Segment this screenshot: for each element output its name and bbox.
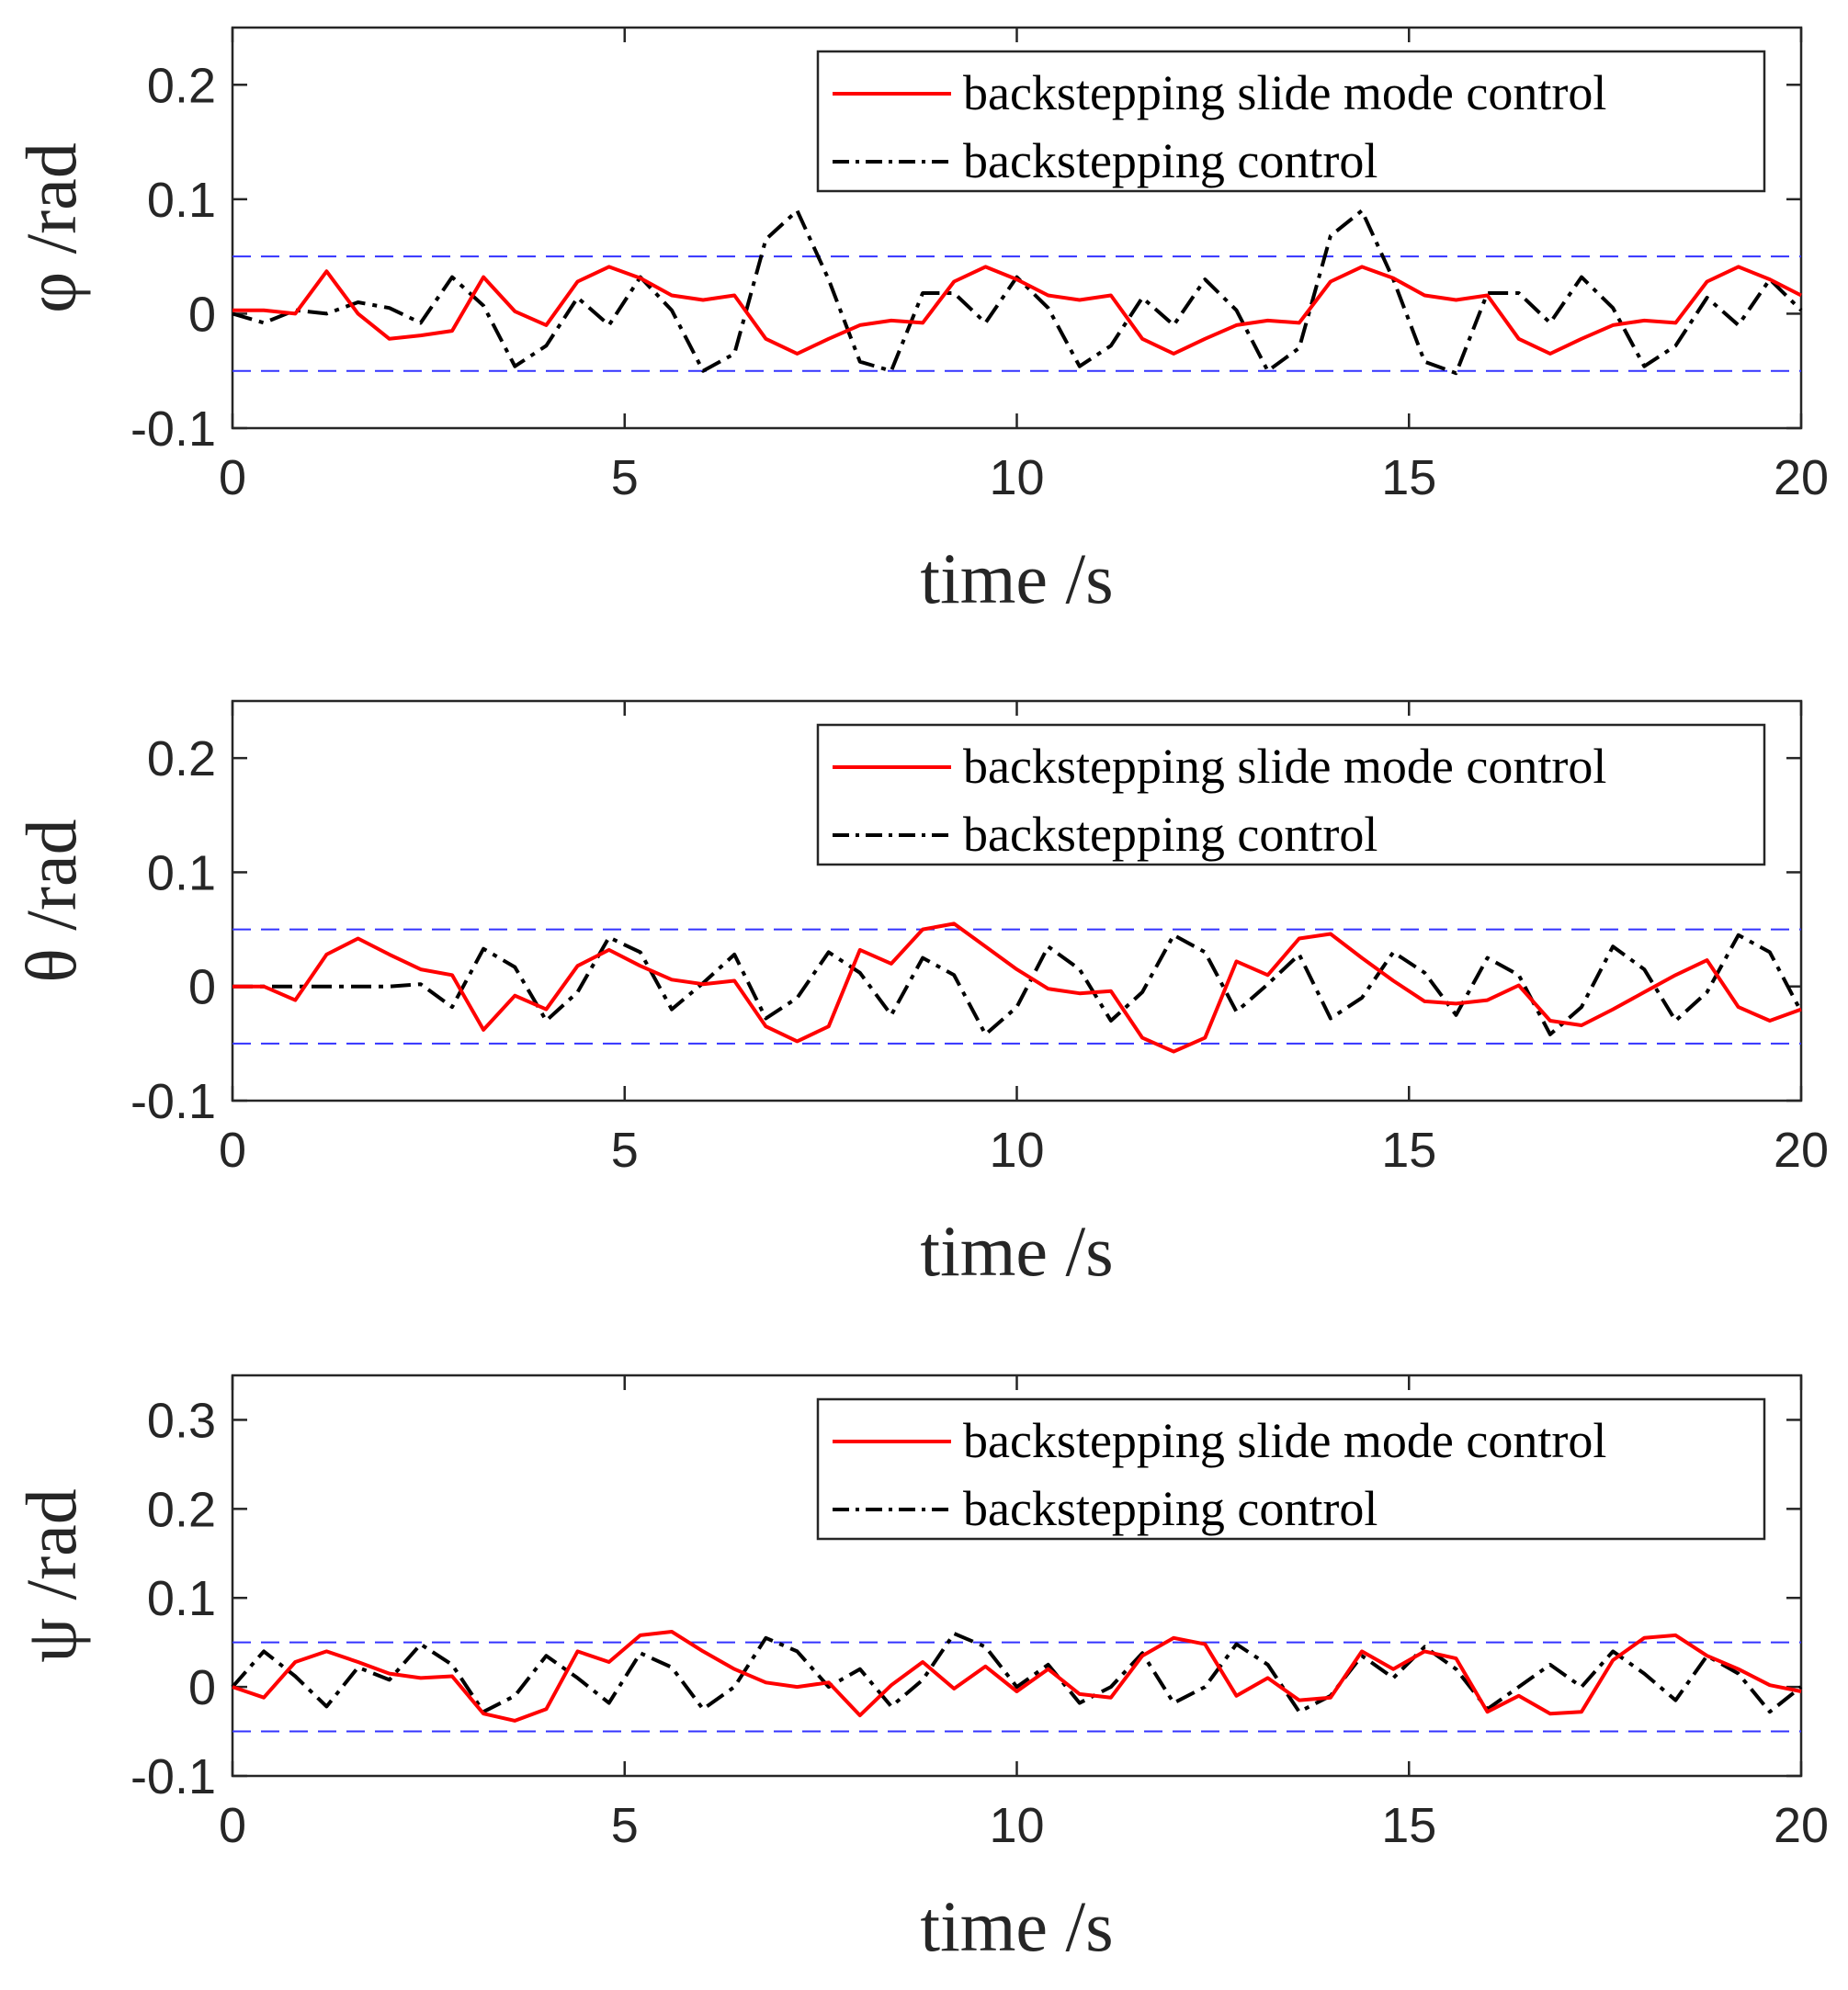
legend-box [816,50,1766,193]
x-tick-label: 0 [219,450,246,505]
x-tick-label: 10 [989,450,1044,505]
bc-series-line [231,1632,1803,1714]
x-axis-title: time /s [920,538,1113,618]
y-tick-label: -0.1 [130,1074,216,1129]
y-tick-label: 0.1 [147,845,216,900]
smc-series-line [232,1630,1802,1723]
bc-series-line [232,933,1803,1036]
legend-smc-label: backstepping slide mode control [963,1413,1606,1468]
y-tick-label: 0 [188,287,216,342]
chart-panel-2: 0 5 10 15 20-0.100.10.2 backstepping slide mo… [11,699,1829,1291]
y-axis-title: θ /rad [11,819,91,982]
x-tick-label: 20 [1774,1798,1829,1853]
y-tick-label: 0.2 [147,58,216,113]
y-tick-label: 0.3 [147,1393,216,1448]
y-tick-label: 0.2 [147,731,216,786]
legend-bc-label: backstepping control [963,1481,1377,1536]
x-tick-label: 5 [611,1123,639,1178]
legend-bc-label: backstepping control [963,133,1377,188]
legend-bc-label: backstepping control [963,807,1377,862]
x-tick-label: 0 [219,1798,246,1853]
y-axis-title: φ /rad [11,142,91,313]
legend: backstepping slide mode control backstepp… [816,723,1766,866]
legend-smc-label: backstepping slide mode control [963,65,1606,120]
chart-panel-1: 0 5 10 15 20-0.100.10.2 backstepping slide mo… [11,26,1829,618]
smc-series-line [232,922,1802,1054]
smc-series-line [232,265,1802,356]
x-tick-label: 5 [611,1798,639,1853]
legend-box [816,723,1766,866]
legend-smc-label: backstepping slide mode control [963,739,1606,794]
x-tick-label: 5 [611,450,639,505]
x-tick-label: 20 [1774,450,1829,505]
y-tick-label: 0.1 [147,1571,216,1626]
x-tick-label: 15 [1381,450,1436,505]
y-tick-label: 0.1 [147,173,216,228]
x-tick-label: 20 [1774,1123,1829,1178]
bc-series-line [232,209,1803,376]
chart-panel-3: 0 5 10 15 20-0.100.10.20.3 backstepping slide… [11,1374,1829,1966]
x-tick-label: 10 [989,1123,1044,1178]
legend: backstepping slide mode control backstepp… [816,50,1766,193]
legend-box [816,1397,1766,1541]
x-tick-label: 0 [219,1123,246,1178]
y-tick-label: -0.1 [130,401,216,457]
y-tick-label: 0.2 [147,1482,216,1537]
x-axis-title: time /s [920,1886,1113,1966]
x-tick-label: 10 [989,1798,1044,1853]
legend: backstepping slide mode control backstepp… [816,1397,1766,1541]
x-tick-label: 15 [1381,1798,1436,1853]
x-axis-title: time /s [920,1211,1113,1291]
x-tick-label: 15 [1381,1123,1436,1178]
y-tick-label: -0.1 [130,1749,216,1804]
y-tick-label: 0 [188,960,216,1015]
y-axis-title: ψ /rad [11,1488,91,1663]
y-tick-label: 0 [188,1660,216,1715]
